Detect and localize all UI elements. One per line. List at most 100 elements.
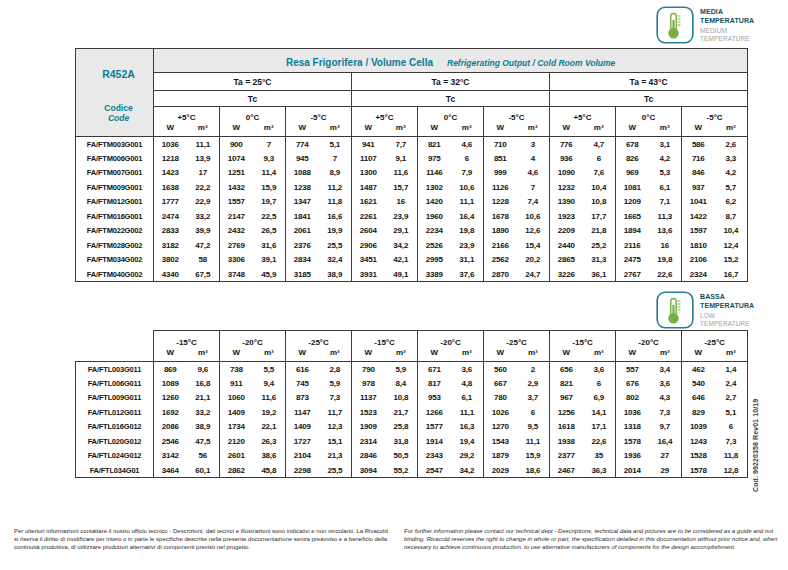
room-volume-value: 38,9 bbox=[319, 267, 352, 282]
output-watts-value: 2120 bbox=[220, 434, 253, 449]
room-volume-value: 6,1 bbox=[451, 391, 484, 406]
room-volume-value: 15,1 bbox=[319, 434, 352, 449]
room-volume-value: 5,1 bbox=[319, 137, 352, 152]
room-volume-value: 7,3 bbox=[319, 391, 352, 406]
room-volume-value: 31,1 bbox=[451, 253, 484, 268]
output-watts-value: 1347 bbox=[286, 195, 319, 210]
output-watts-value: 3306 bbox=[220, 253, 253, 268]
output-watts-value: 2314 bbox=[352, 434, 385, 449]
room-volume-value: 7,6 bbox=[583, 166, 616, 181]
output-watts-value: 1597 bbox=[682, 224, 715, 239]
output-watts-value: 2546 bbox=[154, 434, 187, 449]
room-volume-value: 7,9 bbox=[451, 166, 484, 181]
output-watts-value: 2870 bbox=[484, 267, 517, 282]
output-watts-value: 716 bbox=[682, 151, 715, 166]
temp-column-header: -5°CWm³ bbox=[484, 107, 550, 137]
output-watts-value: 1638 bbox=[154, 180, 187, 195]
table-row: FA/FTL016G012208638,9173422,1140912,3190… bbox=[76, 420, 748, 435]
output-watts-value: 911 bbox=[220, 376, 253, 391]
output-watts-value: 821 bbox=[550, 376, 583, 391]
room-volume-value: 9,7 bbox=[649, 420, 682, 435]
room-volume-value: 16 bbox=[649, 238, 682, 253]
room-volume-value: 23,9 bbox=[451, 238, 484, 253]
room-volume-value: 9,5 bbox=[517, 420, 550, 435]
room-volume-value: 35 bbox=[583, 449, 616, 464]
ta-group-header: Ta = 25°C bbox=[154, 73, 352, 91]
room-volume-value: 19,2 bbox=[253, 405, 286, 420]
output-watts-value: 1936 bbox=[616, 449, 649, 464]
room-volume-value: 60,1 bbox=[187, 463, 220, 478]
output-watts-value: 851 bbox=[484, 151, 517, 166]
badge-title-line2: TEMPERATURA bbox=[700, 302, 754, 309]
room-volume-value: 11,7 bbox=[319, 405, 352, 420]
output-watts-value: 1390 bbox=[550, 195, 583, 210]
ambient-temperature-row: Ta = 25°C Ta = 32°C Ta = 43°C bbox=[76, 73, 748, 91]
room-volume-value: 12,8 bbox=[715, 463, 748, 478]
output-watts-value: 3182 bbox=[154, 238, 187, 253]
room-volume-value: 26,5 bbox=[253, 224, 286, 239]
output-watts-value: 1081 bbox=[616, 180, 649, 195]
room-volume-value: 45,8 bbox=[253, 463, 286, 478]
room-volume-value: 47,5 bbox=[187, 434, 220, 449]
room-volume-value: 8,7 bbox=[715, 209, 748, 224]
room-volume-value: 11,1 bbox=[187, 137, 220, 152]
output-watts-value: 1578 bbox=[616, 434, 649, 449]
output-watts-value: 1420 bbox=[418, 195, 451, 210]
output-watts-value: 2865 bbox=[550, 253, 583, 268]
temp-column-header: -20°CWm³ bbox=[418, 331, 484, 362]
room-volume-value: 1,4 bbox=[715, 362, 748, 377]
tc-label: Tc bbox=[352, 91, 550, 107]
badge-title-line1: BASSA bbox=[700, 293, 725, 300]
product-code: FA/FTM040G002 bbox=[76, 267, 154, 282]
room-volume-value: 36,3 bbox=[583, 463, 616, 478]
room-volume-value: 21,8 bbox=[583, 224, 616, 239]
room-volume-value: 11,1 bbox=[451, 405, 484, 420]
output-watts-value: 978 bbox=[352, 376, 385, 391]
badge-subtitle-line1: MEDIUM bbox=[700, 27, 727, 34]
room-volume-value: 15,2 bbox=[715, 253, 748, 268]
room-volume-value: 10,4 bbox=[715, 224, 748, 239]
output-watts-value: 2343 bbox=[418, 449, 451, 464]
room-volume-value: 7 bbox=[253, 137, 286, 152]
room-volume-value: 39,1 bbox=[253, 253, 286, 268]
output-watts-value: 2209 bbox=[550, 224, 583, 239]
room-volume-value: 7,7 bbox=[385, 137, 418, 152]
room-volume-value: 6,9 bbox=[583, 391, 616, 406]
room-volume-value: 19,4 bbox=[451, 434, 484, 449]
output-watts-value: 1923 bbox=[550, 209, 583, 224]
low-temperature-table: -15°CWm³-20°CWm³-25°CWm³-15°CWm³-20°CWm³… bbox=[75, 330, 748, 478]
output-watts-value: 1238 bbox=[286, 180, 319, 195]
room-volume-value: 15,7 bbox=[385, 180, 418, 195]
output-watts-value: 3748 bbox=[220, 267, 253, 282]
table-row: FA/FTM016G001247433,2214722,5184116,6226… bbox=[76, 209, 748, 224]
table-row: FA/FTM012G001177722,9155719,7134711,8162… bbox=[76, 195, 748, 210]
output-watts-value: 1577 bbox=[418, 420, 451, 435]
output-watts-value: 2474 bbox=[154, 209, 187, 224]
temp-columns-row: +5°CWm³0°CWm³-5°CWm³+5°CWm³0°CWm³-5°CWm³… bbox=[76, 107, 748, 137]
temp-column-header: -5°CWm³ bbox=[286, 107, 352, 137]
output-watts-value: 1266 bbox=[418, 405, 451, 420]
room-volume-value: 17,7 bbox=[583, 209, 616, 224]
room-volume-value: 11,6 bbox=[385, 166, 418, 181]
medium-temperature-badge: MEDIATEMPERATURA MEDIUMTEMPERATURE bbox=[656, 6, 754, 44]
temp-column-header: -15°CWm³ bbox=[154, 331, 220, 362]
temp-column-header: 0°CWm³ bbox=[418, 107, 484, 137]
output-watts-value: 2298 bbox=[286, 463, 319, 478]
room-volume-value: 23,9 bbox=[385, 209, 418, 224]
output-watts-value: 2324 bbox=[682, 267, 715, 282]
output-watts-value: 1137 bbox=[352, 391, 385, 406]
output-watts-value: 2767 bbox=[616, 267, 649, 282]
room-volume-value: 22,6 bbox=[649, 267, 682, 282]
room-volume-value: 22,2 bbox=[187, 180, 220, 195]
output-watts-value: 1147 bbox=[286, 405, 319, 420]
room-volume-value: 6,1 bbox=[649, 180, 682, 195]
ta-group-header: Ta = 32°C bbox=[352, 73, 550, 91]
output-watts-value: 3389 bbox=[418, 267, 451, 282]
badge-title-line2: TEMPERATURA bbox=[700, 17, 754, 24]
output-watts-value: 1557 bbox=[220, 195, 253, 210]
room-volume-value: 5,5 bbox=[253, 362, 286, 377]
room-volume-value: 31,6 bbox=[253, 238, 286, 253]
output-watts-value: 1678 bbox=[484, 209, 517, 224]
output-watts-value: 1036 bbox=[616, 405, 649, 420]
room-volume-value: 13,9 bbox=[187, 151, 220, 166]
